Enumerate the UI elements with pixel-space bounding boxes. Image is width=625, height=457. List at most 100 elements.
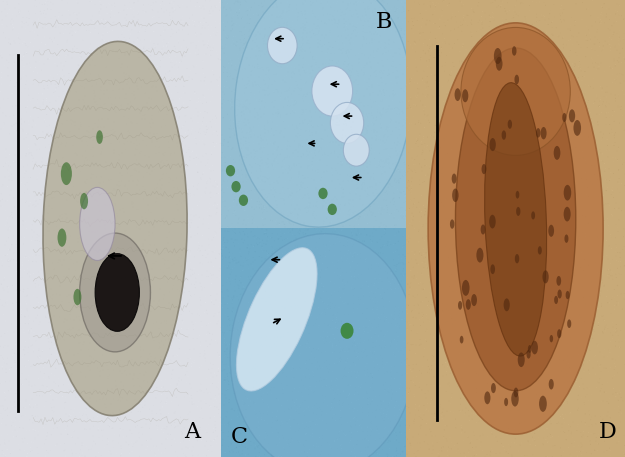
Point xyxy=(248,208,258,215)
Point xyxy=(466,379,476,386)
Point xyxy=(585,292,595,300)
Point xyxy=(573,370,583,377)
Point xyxy=(460,387,470,394)
Point xyxy=(344,323,354,330)
Point xyxy=(332,122,342,129)
Point xyxy=(248,396,258,403)
Point xyxy=(119,68,129,75)
Point xyxy=(29,117,39,125)
Point xyxy=(559,114,569,122)
Point xyxy=(263,336,273,343)
Point xyxy=(391,90,401,98)
Point xyxy=(328,234,338,241)
Point xyxy=(407,189,417,196)
Point xyxy=(254,322,264,329)
Point xyxy=(589,75,599,82)
Point xyxy=(367,11,377,18)
Point xyxy=(308,145,318,152)
Point xyxy=(272,113,282,120)
Point xyxy=(292,242,302,250)
Point xyxy=(591,208,601,216)
Point xyxy=(134,23,144,30)
Point xyxy=(81,147,91,154)
Point xyxy=(220,299,230,307)
Point xyxy=(550,261,560,268)
Point xyxy=(244,369,254,376)
Point xyxy=(216,272,226,279)
Point xyxy=(398,107,408,115)
Point xyxy=(441,215,451,223)
Point xyxy=(2,197,12,204)
Point xyxy=(344,282,354,289)
Point xyxy=(309,93,319,100)
Point xyxy=(196,413,206,420)
Point xyxy=(121,101,131,109)
Point xyxy=(172,232,182,239)
Point xyxy=(340,432,350,439)
Point xyxy=(43,271,53,278)
Point xyxy=(400,298,410,305)
Point xyxy=(269,21,279,28)
Point xyxy=(608,141,618,148)
Point xyxy=(425,425,435,433)
Point xyxy=(281,399,291,406)
Point xyxy=(414,132,424,139)
Point xyxy=(111,48,121,56)
Point xyxy=(391,308,401,315)
Point xyxy=(215,263,225,270)
Point xyxy=(5,212,15,219)
Point xyxy=(281,251,291,259)
Point xyxy=(426,248,436,255)
Point xyxy=(482,301,492,308)
Point xyxy=(399,179,409,186)
Point xyxy=(114,35,124,43)
Point xyxy=(296,86,306,94)
Point xyxy=(344,428,354,436)
Point xyxy=(417,362,427,370)
Point xyxy=(128,203,138,211)
Point xyxy=(444,380,454,387)
Point xyxy=(538,69,548,76)
Point xyxy=(563,226,573,234)
Point xyxy=(272,338,282,345)
Point xyxy=(51,330,61,337)
Point xyxy=(435,112,445,120)
Point xyxy=(199,51,209,58)
Point xyxy=(287,367,297,374)
Point xyxy=(315,156,325,164)
Point xyxy=(351,276,361,283)
Point xyxy=(33,201,43,208)
Point xyxy=(158,316,168,323)
Point xyxy=(382,124,392,132)
Point xyxy=(341,92,351,99)
Point xyxy=(423,96,433,103)
Point xyxy=(251,36,261,43)
Point xyxy=(66,365,76,372)
Point xyxy=(231,19,241,26)
Point xyxy=(57,170,67,177)
Point xyxy=(464,397,474,404)
Point xyxy=(217,43,227,51)
Point xyxy=(512,90,522,98)
Point xyxy=(421,233,431,240)
Point xyxy=(399,415,409,423)
Point xyxy=(327,41,337,48)
Point xyxy=(242,4,252,11)
Point xyxy=(217,78,227,85)
Point xyxy=(369,364,379,372)
Point xyxy=(244,61,254,69)
Point xyxy=(322,242,332,250)
Point xyxy=(408,18,418,25)
Point xyxy=(166,315,176,323)
Point xyxy=(98,0,108,8)
Point xyxy=(517,195,527,202)
Point xyxy=(594,63,604,70)
Point xyxy=(303,191,313,199)
Point xyxy=(351,342,361,349)
Point xyxy=(481,341,491,348)
Point xyxy=(283,185,293,192)
Point xyxy=(526,114,536,122)
Point xyxy=(77,138,87,145)
Point xyxy=(162,6,172,14)
Point xyxy=(22,450,32,457)
